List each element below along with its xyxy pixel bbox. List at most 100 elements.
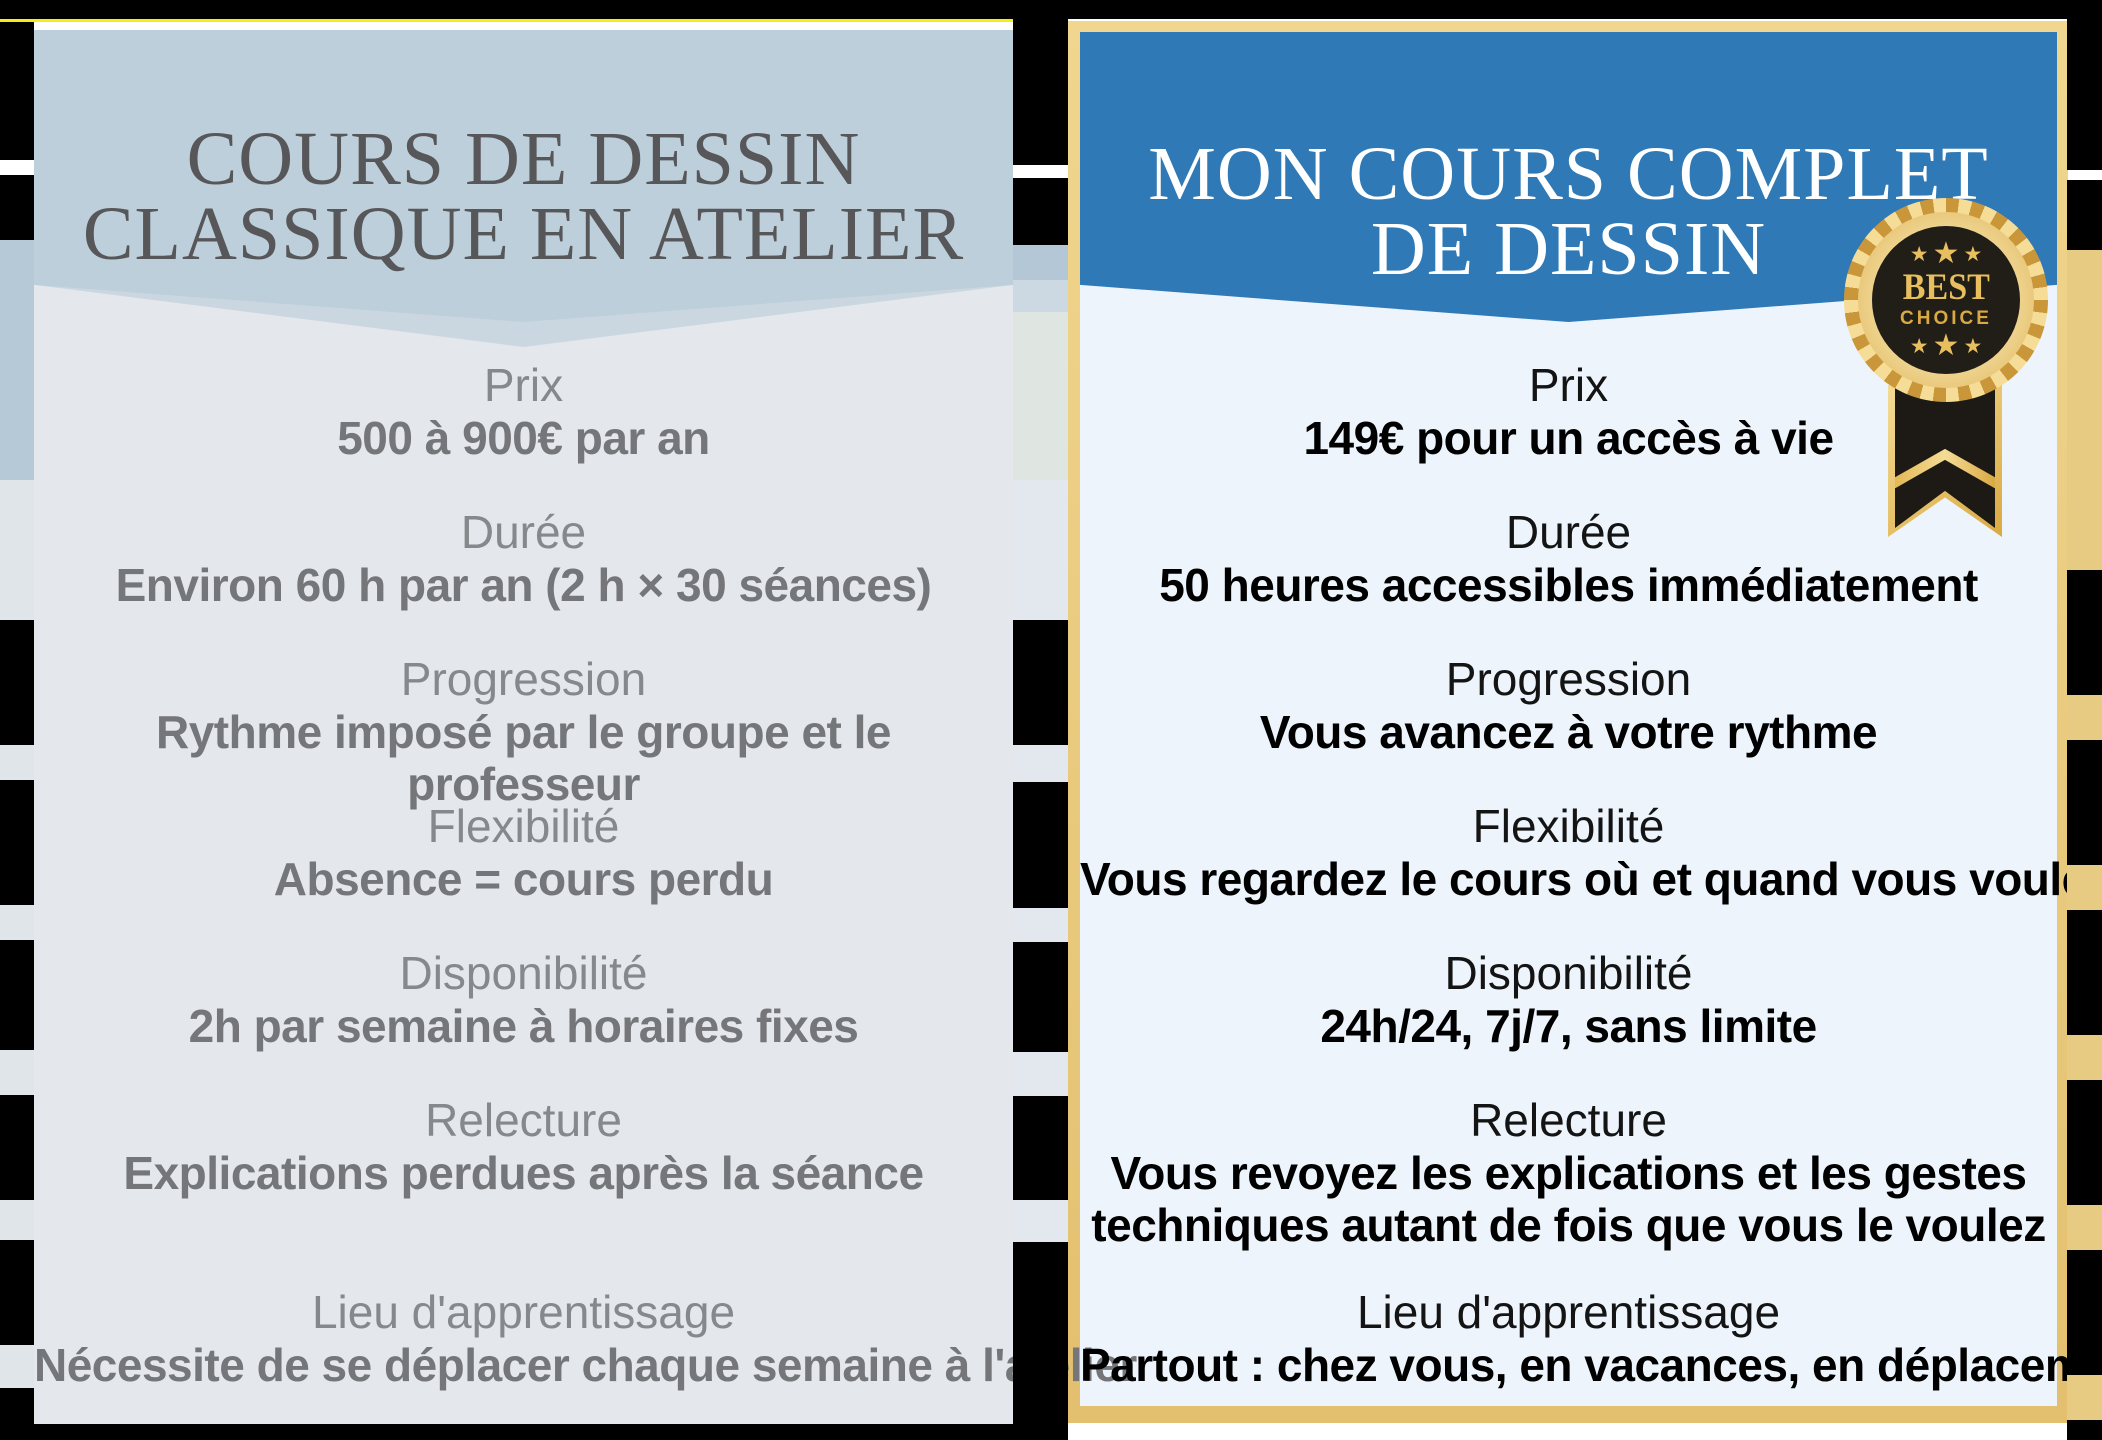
artifact-block	[0, 1388, 34, 1440]
right-section-flexibilite: Flexibilité Vous regardez le cours où et…	[1080, 799, 2102, 905]
artifact-block	[0, 780, 34, 905]
artifact-block	[2067, 1250, 2102, 1375]
section-value: Environ 60 h par an (2 h × 30 séances)	[115, 559, 932, 611]
star-icon: ★	[1963, 334, 1983, 358]
section-label: Progression	[400, 653, 647, 705]
artifact-block	[1013, 942, 1068, 1052]
left-title-line1: COURS DE DESSIN	[186, 116, 861, 201]
artifact-block	[0, 22, 34, 160]
section-label: Durée	[460, 506, 587, 558]
left-section-prix: Prix 500 à 900€ par an	[34, 358, 1013, 464]
right-section-lieu: Lieu d'apprentissage Partout : chez vous…	[1080, 1285, 2102, 1391]
artifact-block	[2067, 180, 2102, 250]
artifact-bottom-bar	[34, 1424, 1013, 1440]
section-label: Lieu d'apprentissage	[1356, 1286, 1781, 1338]
left-header-chevron	[34, 30, 1013, 322]
artifact-yellow-line	[0, 19, 1068, 22]
left-card-atelier: COURS DE DESSIN CLASSIQUE EN ATELIER Pri…	[34, 30, 1137, 1424]
badge-word-choice: CHOICE	[1900, 308, 1992, 329]
artifact-block	[2067, 865, 2102, 910]
artifact-block	[2067, 250, 2102, 570]
artifact-block	[2067, 1375, 2102, 1420]
artifact-block	[1013, 480, 1068, 620]
section-label: Progression	[1445, 653, 1692, 705]
left-section-flexibilite: Flexibilité Absence = cours perdu	[34, 799, 1013, 905]
badge-core: ★ ★ ★ BEST CHOICE ★ ★ ★	[1872, 226, 2020, 374]
section-value: Vous avancez à votre rythme	[1259, 706, 1878, 758]
section-value: Nécessite de se déplacer chaque semaine …	[34, 1339, 1137, 1391]
artifact-block	[1013, 1200, 1068, 1242]
section-label: Prix	[483, 359, 564, 411]
star-icon: ★	[1909, 334, 1929, 358]
left-title-line2: CLASSIQUE EN ATELIER	[82, 191, 965, 276]
right-section-prix: Prix 149€ pour un accès à vie	[1080, 358, 2057, 464]
right-title-line1: MON COURS COMPLET	[1148, 131, 1989, 216]
artifact-block	[0, 1200, 34, 1240]
artifact-block	[0, 480, 34, 620]
left-section-relecture: Relecture Explications perdues après la …	[34, 1093, 1013, 1199]
artifact-block	[2067, 1035, 2102, 1080]
section-value: 50 heures accessibles immédiatement	[1159, 559, 1978, 611]
artifact-block	[0, 1095, 34, 1200]
section-value: Vous regardez le cours où et quand vous …	[1080, 853, 2102, 905]
right-section-relecture: Relecture Vous revoyez les explications …	[1080, 1093, 2057, 1251]
artifact-block	[0, 620, 34, 745]
left-section-lieu: Lieu d'apprentissage Nécessite de se dép…	[34, 1285, 1137, 1391]
artifact-block	[0, 940, 34, 1050]
artifact-block	[2067, 695, 2102, 740]
artifact-block	[2067, 19, 2102, 170]
star-icon: ★	[1963, 242, 1983, 266]
artifact-block	[1013, 782, 1068, 908]
section-label: Lieu d'apprentissage	[311, 1286, 736, 1338]
section-value: Rythme imposé par le groupe et le profes…	[155, 706, 892, 810]
right-card-title: MON COURS COMPLET DE DESSIN	[1080, 131, 2057, 291]
artifact-block	[2067, 740, 2102, 865]
star-icon: ★	[1932, 329, 1960, 362]
left-section-duree: Durée Environ 60 h par an (2 h × 30 séan…	[34, 505, 1013, 611]
right-section-duree: Durée 50 heures accessibles immédiatemen…	[1080, 505, 2057, 611]
artifact-block	[0, 905, 34, 940]
section-value: Absence = cours perdu	[273, 853, 774, 905]
artifact-block	[2067, 1420, 2102, 1440]
section-value: 24h/24, 7j/7, sans limite	[1320, 1000, 1817, 1052]
right-card-online: MON COURS COMPLET DE DESSIN ★ ★ ★ BEST	[1068, 21, 2102, 1423]
left-section-disponibilite: Disponibilité 2h par semaine à horaires …	[34, 946, 1013, 1052]
right-section-progression: Progression Vous avancez à votre rythme	[1080, 652, 2057, 758]
section-value: Vous revoyez les explications et les ges…	[1091, 1147, 2046, 1251]
artifact-block	[0, 1345, 34, 1388]
badge-word-best: BEST	[1902, 267, 1990, 308]
section-value: Partout : chez vous, en vacances, en dép…	[1080, 1339, 2102, 1391]
artifact-block	[0, 175, 34, 240]
right-section-disponibilite: Disponibilité 24h/24, 7j/7, sans limite	[1080, 946, 2057, 1052]
section-value: Explications perdues après la séance	[123, 1147, 924, 1199]
section-value: 149€ pour un accès à vie	[1303, 412, 1834, 464]
section-label: Flexibilité	[1472, 800, 1665, 852]
artifact-block	[1013, 280, 1068, 312]
artifact-block	[0, 1240, 34, 1345]
section-label: Relecture	[1470, 1094, 1667, 1146]
section-value: 500 à 900€ par an	[337, 412, 710, 464]
artifact-block	[1013, 312, 1068, 480]
artifact-block	[2067, 1080, 2102, 1205]
artifact-block	[1013, 1052, 1068, 1096]
artifact-block	[0, 240, 34, 480]
left-card-title: COURS DE DESSIN CLASSIQUE EN ATELIER	[34, 116, 1013, 276]
artifact-block	[2067, 570, 2102, 695]
section-label: Durée	[1505, 506, 1632, 558]
left-section-progression: Progression Rythme imposé par le groupe …	[34, 652, 1013, 810]
section-value: 2h par semaine à horaires fixes	[188, 1000, 859, 1052]
artifact-block	[1013, 0, 1068, 165]
artifact-block	[1013, 908, 1068, 942]
artifact-block	[1013, 1096, 1068, 1200]
artifact-block	[1013, 745, 1068, 782]
section-label: Flexibilité	[427, 800, 620, 852]
section-label: Prix	[1528, 359, 1609, 411]
badge-stars-top: ★ ★ ★	[1910, 239, 1983, 269]
star-icon: ★	[1932, 237, 1960, 270]
artifact-block	[1013, 245, 1068, 280]
artifact-block	[1013, 178, 1068, 245]
section-label: Disponibilité	[1444, 947, 1693, 999]
best-choice-badge: ★ ★ ★ BEST CHOICE ★ ★ ★	[1844, 198, 2048, 402]
right-title-line2: DE DESSIN	[1370, 206, 1767, 291]
